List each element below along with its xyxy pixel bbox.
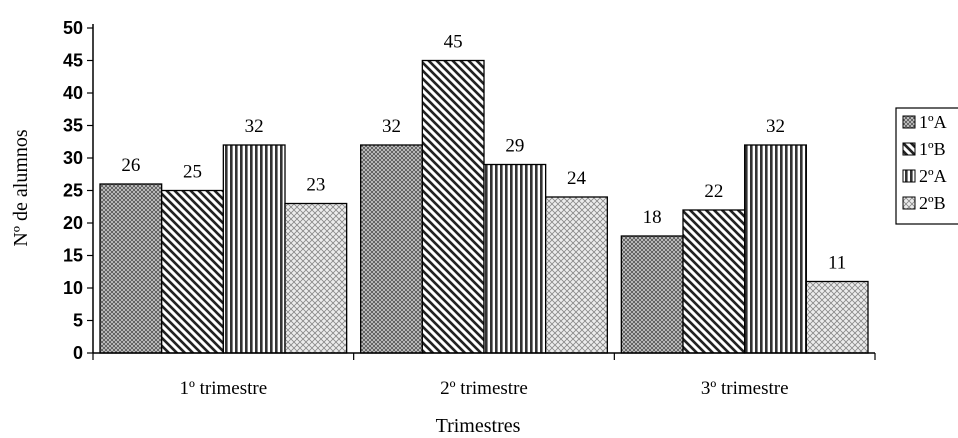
bar: [805, 280, 869, 354]
data-label: 45: [444, 32, 463, 53]
legend-label: 2ºB: [919, 193, 946, 213]
y-tick-label: 10: [63, 278, 83, 298]
bar: [545, 196, 608, 354]
y-tick-label: 20: [63, 213, 83, 233]
bar: [360, 144, 423, 354]
legend-swatch: [902, 196, 916, 210]
bar: [682, 209, 746, 354]
y-tick-label: 45: [63, 51, 83, 71]
y-tick-label: 50: [63, 18, 83, 38]
y-tick-label: 0: [73, 343, 83, 363]
data-label: 32: [766, 116, 785, 137]
y-tick-label: 25: [63, 181, 83, 201]
category-label: 3º trimestre: [701, 378, 789, 399]
y-tick-label: 30: [63, 148, 83, 168]
data-label: 29: [505, 136, 524, 157]
bar: [744, 144, 807, 354]
category-label: 2º trimestre: [440, 378, 528, 399]
data-label: 26: [121, 155, 140, 176]
y-tick-label: 5: [73, 311, 83, 331]
data-label: 22: [704, 181, 723, 202]
bar: [99, 183, 163, 354]
bar: [421, 59, 485, 354]
data-label: 25: [183, 162, 202, 183]
legend-label: 1ºA: [919, 112, 947, 132]
y-tick-label: 35: [63, 116, 83, 136]
y-tick-label: 15: [63, 246, 83, 266]
bar: [161, 189, 224, 354]
legend-swatch: [902, 169, 916, 183]
data-label: 24: [567, 168, 587, 189]
y-axis: 0 5 10 15 20 25 30 35 40 45 50: [63, 18, 94, 363]
category-label: 1º trimestre: [179, 378, 267, 399]
legend: 1ºA 1ºB 2ºA 2ºB: [895, 107, 958, 225]
legend-label: 1ºB: [919, 139, 946, 159]
bars: 26 32 18 25 45 22 32 29 32 23 24 11: [99, 32, 869, 354]
legend-swatch: [902, 142, 916, 156]
bar: [483, 163, 547, 354]
legend-swatch: [902, 115, 916, 129]
x-axis-title: Trimestres: [436, 415, 521, 437]
bar: [222, 144, 286, 354]
data-label: 32: [382, 116, 401, 137]
data-label: 32: [245, 116, 264, 137]
y-axis-title: Nº de alumnos: [10, 129, 32, 247]
data-label: 11: [828, 253, 846, 274]
bar: [284, 202, 348, 354]
y-tick-label: 40: [63, 83, 83, 103]
x-axis: 1º trimestre 2º trimestre 3º trimestre: [92, 352, 876, 399]
data-label: 18: [643, 207, 662, 228]
legend-label: 2ºA: [919, 166, 947, 186]
bar: [620, 235, 684, 354]
data-label: 23: [306, 175, 325, 196]
